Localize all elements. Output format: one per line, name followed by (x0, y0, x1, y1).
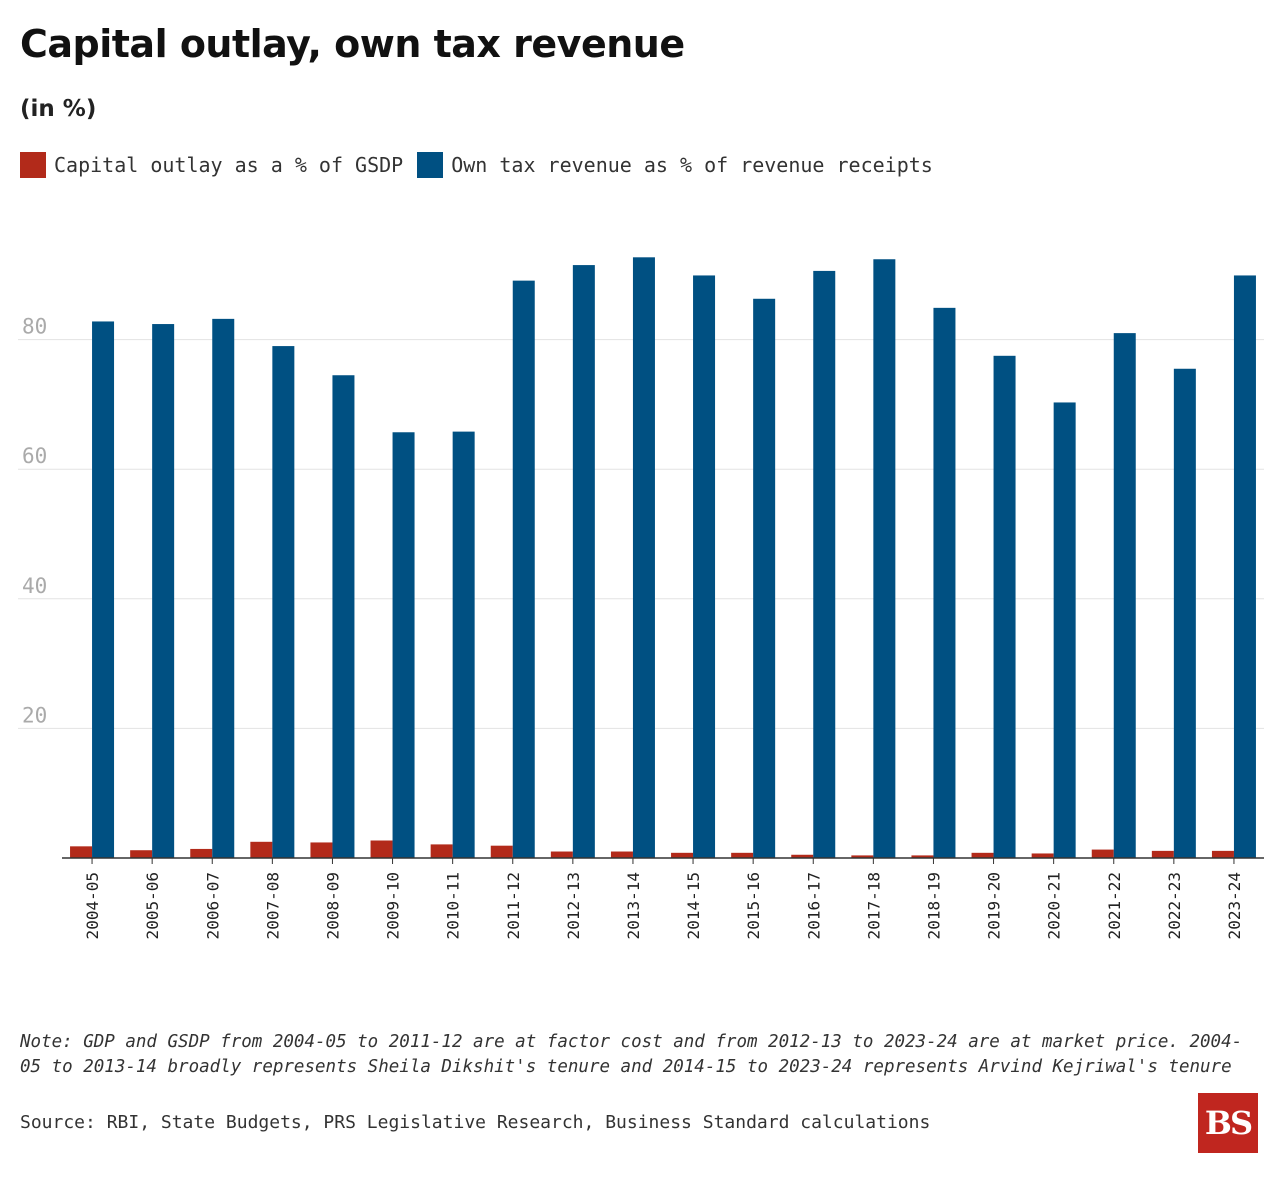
x-tick-label-2020-21: 2020-21 (1045, 872, 1064, 939)
bar-capital-outlay-2008-09 (310, 842, 333, 858)
y-axis-ticks: 20 40 60 80 (22, 315, 47, 728)
bar-capital-outlay-2010-11 (430, 844, 453, 858)
bar-capital-outlay-2011-12 (490, 845, 513, 858)
bar-own-tax-revenue-2014-15 (693, 275, 716, 858)
x-tick-label-2011-12: 2011-12 (504, 872, 523, 939)
bars (70, 257, 1256, 859)
x-tick-label-2004-05: 2004-05 (83, 872, 102, 939)
y-tick-label-60: 60 (22, 444, 47, 468)
bar-own-tax-revenue-2011-12 (512, 280, 535, 859)
bar-capital-outlay-2004-05 (70, 846, 93, 858)
bar-capital-outlay-2016-17 (791, 854, 814, 858)
bar-capital-outlay-2023-24 (1211, 850, 1234, 858)
bar-capital-outlay-2022-23 (1151, 850, 1174, 858)
chart-title: Capital outlay, own tax revenue (20, 22, 685, 66)
bar-capital-outlay-2020-21 (1031, 853, 1054, 858)
bar-own-tax-revenue-2004-05 (92, 321, 115, 858)
x-axis-ticks: 2004-05 2005-06 2006-07 2007-08 2008-09 2009-… (83, 858, 1244, 939)
x-tick-label-2015-16: 2015-16 (744, 872, 763, 939)
bar-own-tax-revenue-2021-22 (1113, 333, 1136, 858)
bar-own-tax-revenue-2015-16 (753, 298, 776, 858)
bar-own-tax-revenue-2005-06 (152, 324, 175, 859)
legend-label-own-tax-revenue: Own tax revenue as % of revenue receipts (451, 153, 933, 177)
bar-own-tax-revenue-2022-23 (1173, 368, 1196, 858)
x-tick-label-2019-20: 2019-20 (985, 872, 1004, 939)
x-tick-label-2007-08: 2007-08 (263, 872, 282, 939)
chart-note: Note: GDP and GSDP from 2004-05 to 2011-… (20, 1032, 1243, 1077)
bar-own-tax-revenue-2016-17 (813, 270, 836, 858)
y-tick-label-20: 20 (22, 703, 47, 727)
bar-own-tax-revenue-2023-24 (1233, 275, 1256, 858)
legend-swatch-capital-outlay (20, 152, 46, 178)
bar-capital-outlay-2013-14 (610, 851, 633, 858)
business-standard-logo: BS (1198, 1093, 1258, 1153)
bar-capital-outlay-2014-15 (671, 852, 694, 858)
bar-own-tax-revenue-2019-20 (993, 355, 1016, 858)
bar-own-tax-revenue-2008-09 (332, 375, 355, 858)
bar-capital-outlay-2012-13 (550, 851, 573, 858)
bar-own-tax-revenue-2020-21 (1053, 402, 1076, 858)
bar-capital-outlay-2019-20 (971, 852, 994, 858)
legend-item-own-tax-revenue: Own tax revenue as % of revenue receipts (417, 152, 933, 178)
bar-capital-outlay-2006-07 (190, 848, 213, 858)
x-tick-label-2008-09: 2008-09 (323, 872, 342, 939)
legend-swatch-own-tax-revenue (417, 152, 444, 178)
bar-own-tax-revenue-2010-11 (452, 431, 475, 858)
legend-item-capital-outlay: Capital outlay as a % of GSDP (20, 152, 403, 178)
bar-own-tax-revenue-2018-19 (933, 307, 956, 858)
x-tick-label-2014-15: 2014-15 (684, 872, 703, 939)
legend-label-capital-outlay: Capital outlay as a % of GSDP (54, 153, 404, 177)
y-tick-label-40: 40 (22, 574, 47, 598)
x-tick-label-2023-24: 2023-24 (1225, 872, 1244, 939)
chart-subtitle: (in %) (20, 96, 97, 122)
bar-capital-outlay-2015-16 (731, 852, 754, 858)
x-tick-label-2005-06: 2005-06 (143, 872, 162, 939)
bar-capital-outlay-2009-10 (370, 840, 393, 858)
x-tick-label-2009-10: 2009-10 (384, 872, 403, 939)
bar-own-tax-revenue-2012-13 (572, 265, 595, 858)
x-tick-label-2012-13: 2012-13 (564, 872, 583, 939)
bar-capital-outlay-2021-22 (1091, 849, 1114, 858)
x-tick-label-2022-23: 2022-23 (1165, 872, 1184, 939)
bar-capital-outlay-2005-06 (130, 850, 153, 858)
bar-own-tax-revenue-2007-08 (272, 346, 295, 858)
bar-capital-outlay-2018-19 (911, 855, 934, 858)
x-tick-label-2016-17: 2016-17 (804, 872, 823, 939)
bar-own-tax-revenue-2006-07 (212, 318, 235, 858)
x-tick-label-2021-22: 2021-22 (1105, 872, 1124, 939)
legend: Capital outlay as a % of GSDP Own tax re… (20, 152, 947, 178)
bar-own-tax-revenue-2013-14 (632, 257, 655, 858)
bar-capital-outlay-2017-18 (851, 855, 874, 858)
bar-own-tax-revenue-2009-10 (392, 432, 415, 858)
x-tick-label-2013-14: 2013-14 (624, 872, 643, 939)
chart-source: Source: RBI, State Budgets, PRS Legislat… (20, 1112, 931, 1133)
x-tick-label-2006-07: 2006-07 (203, 872, 222, 939)
bar-own-tax-revenue-2017-18 (873, 259, 896, 858)
x-tick-label-2017-18: 2017-18 (864, 872, 883, 939)
bar-capital-outlay-2007-08 (250, 841, 273, 858)
x-tick-label-2018-19: 2018-19 (924, 872, 943, 939)
x-tick-label-2010-11: 2010-11 (444, 872, 463, 939)
y-tick-label-80: 80 (22, 315, 47, 339)
